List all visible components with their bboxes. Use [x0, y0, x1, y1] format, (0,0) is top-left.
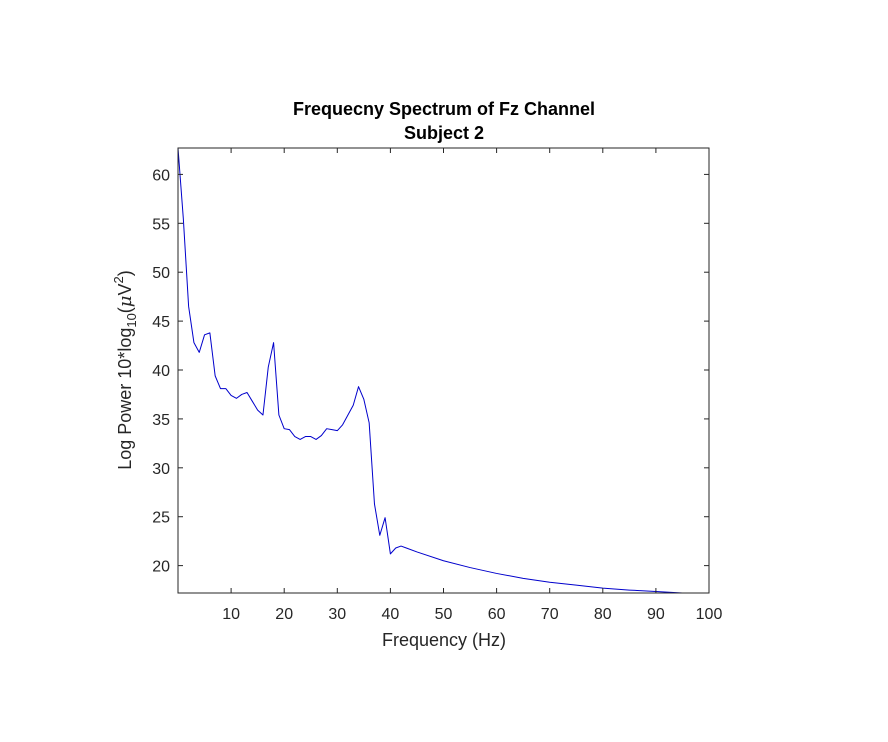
x-tick-label: 80: [594, 606, 612, 623]
x-tick-label: 100: [696, 606, 723, 623]
chart-subtitle: Subject 2: [404, 123, 484, 143]
y-axis-label-unit: V: [115, 283, 135, 295]
axes-box: [177, 147, 710, 594]
y-tick-label: 55: [152, 216, 170, 233]
series-layer: [178, 148, 709, 593]
y-tick-label: 30: [152, 461, 170, 478]
y-tick-label: 35: [152, 412, 170, 429]
spectrum-line: [178, 148, 709, 593]
y-axis-label-superscript: 2: [111, 276, 126, 283]
y-tick-label: 40: [152, 363, 170, 380]
chart-title: Frequecny Spectrum of Fz Channel: [293, 99, 595, 119]
x-tick-label: 90: [647, 606, 665, 623]
x-tick-label: 70: [541, 606, 559, 623]
x-tick-label: 30: [328, 606, 346, 623]
x-tick-label: 20: [275, 606, 293, 623]
y-tick-label: 50: [152, 265, 170, 282]
y-axis-label-prefix: Log Power 10*log: [115, 328, 135, 470]
y-axis-label-subscript: 10: [124, 313, 139, 327]
plot-background: [178, 148, 709, 593]
x-tick-label: 60: [488, 606, 506, 623]
x-tick-labels: 10 20 30 40 50 60 70 80 90 100: [222, 606, 722, 623]
y-axis-label: Log Power 10*log10(μV2): [111, 270, 139, 470]
y-tick-label: 45: [152, 314, 170, 331]
y-tick-labels: 20 25 30 35 40 45 50 55 60: [152, 167, 170, 575]
y-tick-label: 60: [152, 167, 170, 184]
x-tick-label: 50: [435, 606, 453, 623]
y-tick-label: 25: [152, 510, 170, 527]
x-tick-label: 40: [382, 606, 400, 623]
x-tick-label: 10: [222, 606, 240, 623]
y-axis-label-mu: μ: [115, 295, 136, 307]
y-axis-label-close: ): [115, 270, 135, 276]
x-axis-label: Frequency (Hz): [382, 630, 506, 650]
y-axis-label-open: (: [115, 307, 135, 313]
plot-area: [177, 147, 710, 594]
y-tick-label: 20: [152, 559, 170, 576]
